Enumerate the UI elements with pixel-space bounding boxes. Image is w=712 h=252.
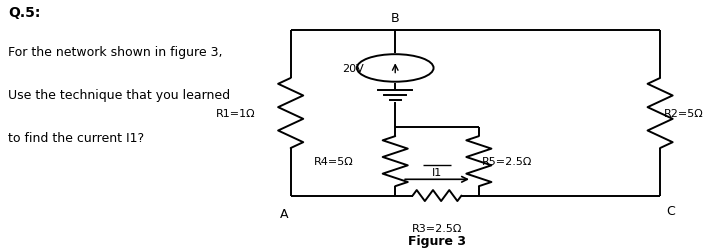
Text: A: A — [279, 207, 288, 220]
Text: 20V: 20V — [342, 64, 364, 74]
Text: I1: I1 — [432, 168, 442, 178]
Text: Q.5:: Q.5: — [9, 6, 41, 20]
Text: C: C — [666, 204, 675, 217]
Text: R3=2.5Ω: R3=2.5Ω — [412, 223, 462, 233]
Text: to find the current I1?: to find the current I1? — [9, 131, 145, 144]
Text: Use the technique that you learned: Use the technique that you learned — [9, 89, 231, 102]
Text: R1=1Ω: R1=1Ω — [216, 109, 256, 118]
Text: R5=2.5Ω: R5=2.5Ω — [482, 156, 533, 167]
Text: R2=5Ω: R2=5Ω — [664, 109, 703, 118]
Text: B: B — [391, 12, 399, 25]
Text: Figure 3: Figure 3 — [408, 234, 466, 247]
Text: R4=5Ω: R4=5Ω — [314, 156, 353, 167]
Text: For the network shown in figure 3,: For the network shown in figure 3, — [9, 46, 223, 59]
